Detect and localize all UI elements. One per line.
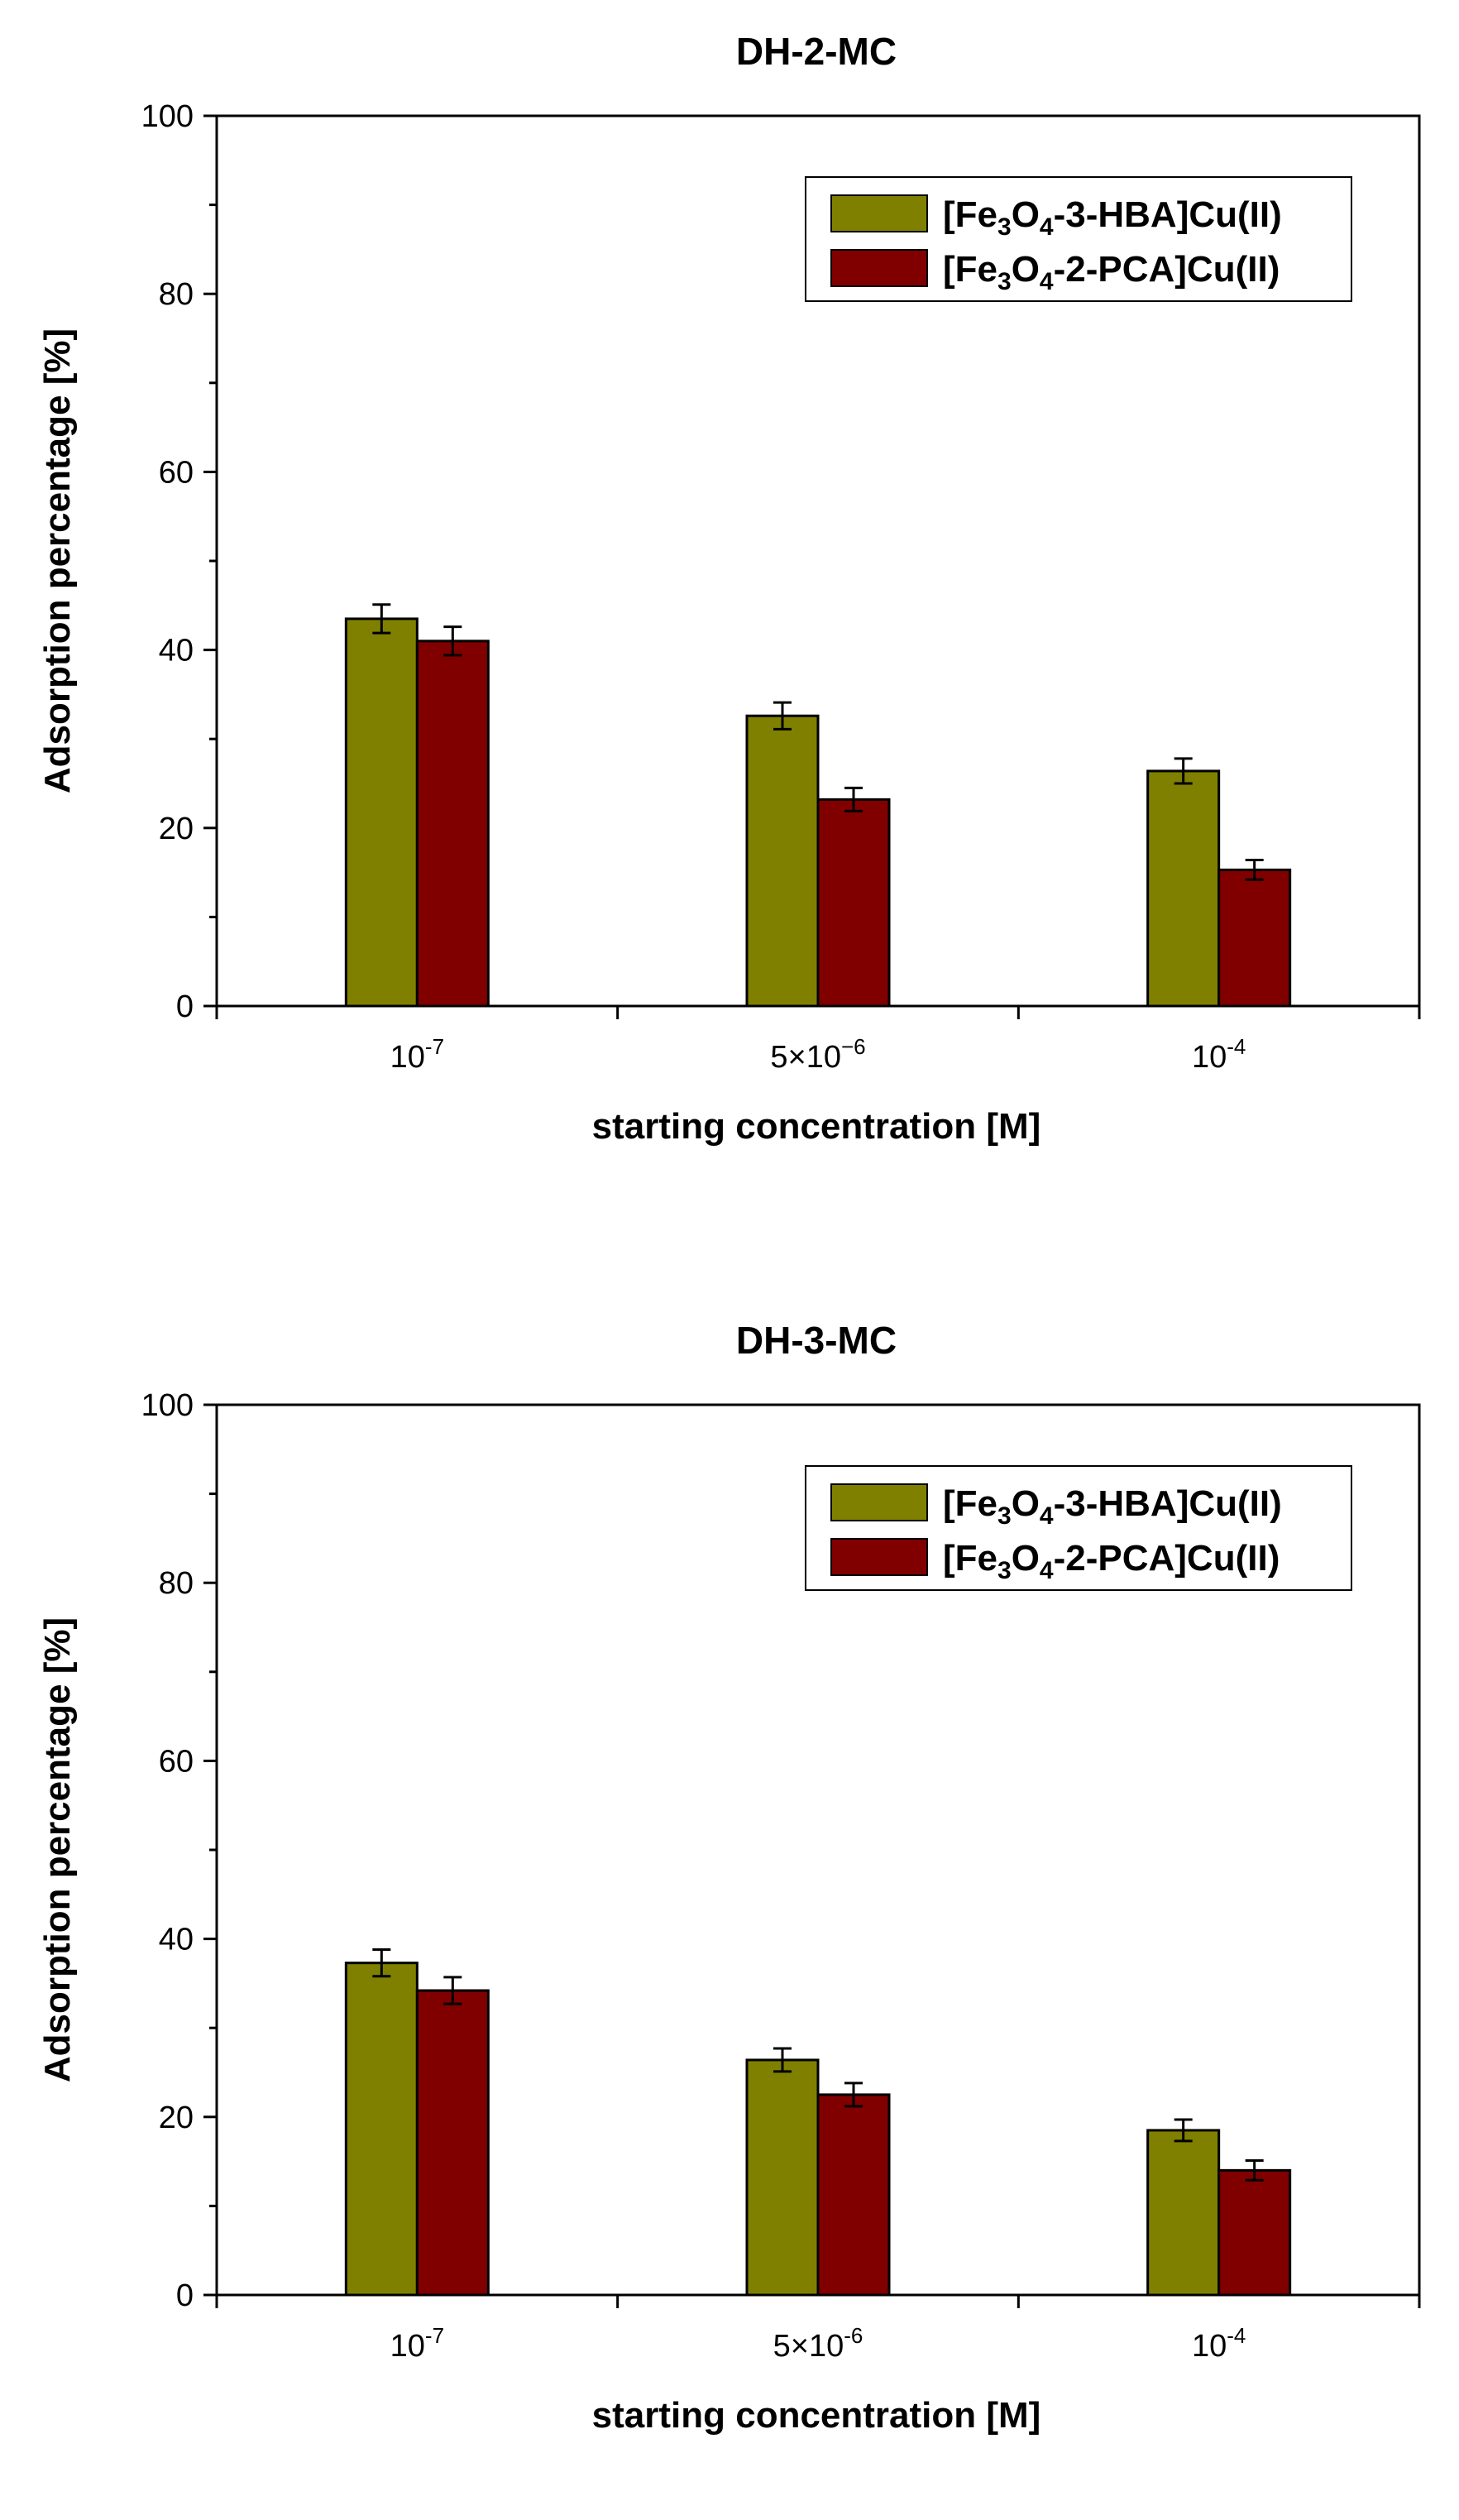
x-tick-label: 5×10-6	[773, 2323, 863, 2364]
bar-pca-3	[1217, 868, 1292, 1008]
bar-hba-2	[745, 2058, 820, 2297]
x-tick-label: 10-7	[390, 1034, 444, 1075]
chart-svg: DH-3-MC 0 20 40 60 80 100 10-7 5×10-6 10-4 [Fe3O4-…	[37, 1319, 1421, 2436]
legend-swatch-pca	[830, 1538, 928, 1576]
legend: [Fe3O4-3-HBA]Cu(II) [Fe3O4-2-PCA]Cu(II)	[805, 176, 1352, 302]
y-tick-label: 80	[159, 1566, 194, 1601]
bar-pca-2	[816, 798, 891, 1008]
chart-title: DH-3-MC	[736, 1319, 897, 1362]
y-tick-label: 100	[141, 99, 194, 134]
legend-label-pca: [Fe3O4-2-PCA]Cu(II)	[943, 1538, 1280, 1584]
bar-hba-1	[344, 1962, 419, 2297]
legend: [Fe3O4-3-HBA]Cu(II) [Fe3O4-2-PCA]Cu(II)	[805, 1465, 1352, 1591]
legend-label-hba: [Fe3O4-3-HBA]Cu(II)	[943, 1483, 1282, 1530]
bar-hba-3	[1146, 769, 1221, 1008]
legend-swatch-hba	[830, 1483, 928, 1521]
y-tick-label: 0	[176, 2278, 194, 2313]
legend-swatch-hba	[830, 194, 928, 232]
y-tick-label: 20	[159, 812, 194, 846]
y-tick-label: 20	[159, 2101, 194, 2135]
y-tick-label: 100	[141, 1388, 194, 1423]
chart-dh-3-mc: DH-3-MC 0 20 40 60 80 100 10-7 5×10-6 10-4 [Fe3O4-…	[0, 1289, 1459, 2520]
x-axis-label: starting concentration [M]	[592, 2395, 1041, 2436]
bar-pca-1	[415, 1989, 490, 2297]
legend-swatch-pca	[830, 249, 928, 287]
chart-dh-2-mc: DH-2-MC 0 20 40 60 80 100 10-7 5×10−6 10-4 [Fe3O4-…	[0, 0, 1459, 1231]
bar-hba-1	[344, 617, 419, 1008]
y-axis-label: Adsorption percentage [%]	[37, 328, 78, 793]
legend-label-hba: [Fe3O4-3-HBA]Cu(II)	[943, 194, 1282, 241]
x-tick-label: 10-4	[1192, 1034, 1246, 1075]
x-tick-label: 10-7	[390, 2323, 444, 2364]
bar-pca-2	[816, 2093, 891, 2297]
y-axis-label: Adsorption percentage [%]	[37, 1617, 78, 2082]
y-tick-label: 60	[159, 455, 194, 490]
chart-svg: DH-2-MC 0 20 40 60 80 100 10-7 5×10−6 10-4 [Fe3O4-…	[37, 30, 1421, 1147]
bar-pca-3	[1217, 2168, 1292, 2297]
y-tick-label: 80	[159, 277, 194, 312]
x-axis-label: starting concentration [M]	[592, 1106, 1041, 1147]
y-tick-label: 60	[159, 1744, 194, 1779]
chart-title: DH-2-MC	[736, 30, 897, 73]
y-tick-label: 40	[159, 634, 194, 668]
x-tick-label: 10-4	[1192, 2323, 1246, 2364]
legend-label-pca: [Fe3O4-2-PCA]Cu(II)	[943, 249, 1280, 295]
bar-hba-3	[1146, 2129, 1221, 2297]
x-tick-label: 5×10−6	[770, 1034, 865, 1075]
y-tick-label: 0	[176, 989, 194, 1024]
bar-pca-1	[415, 640, 490, 1008]
bar-hba-2	[745, 714, 820, 1008]
y-tick-label: 40	[159, 1923, 194, 1957]
